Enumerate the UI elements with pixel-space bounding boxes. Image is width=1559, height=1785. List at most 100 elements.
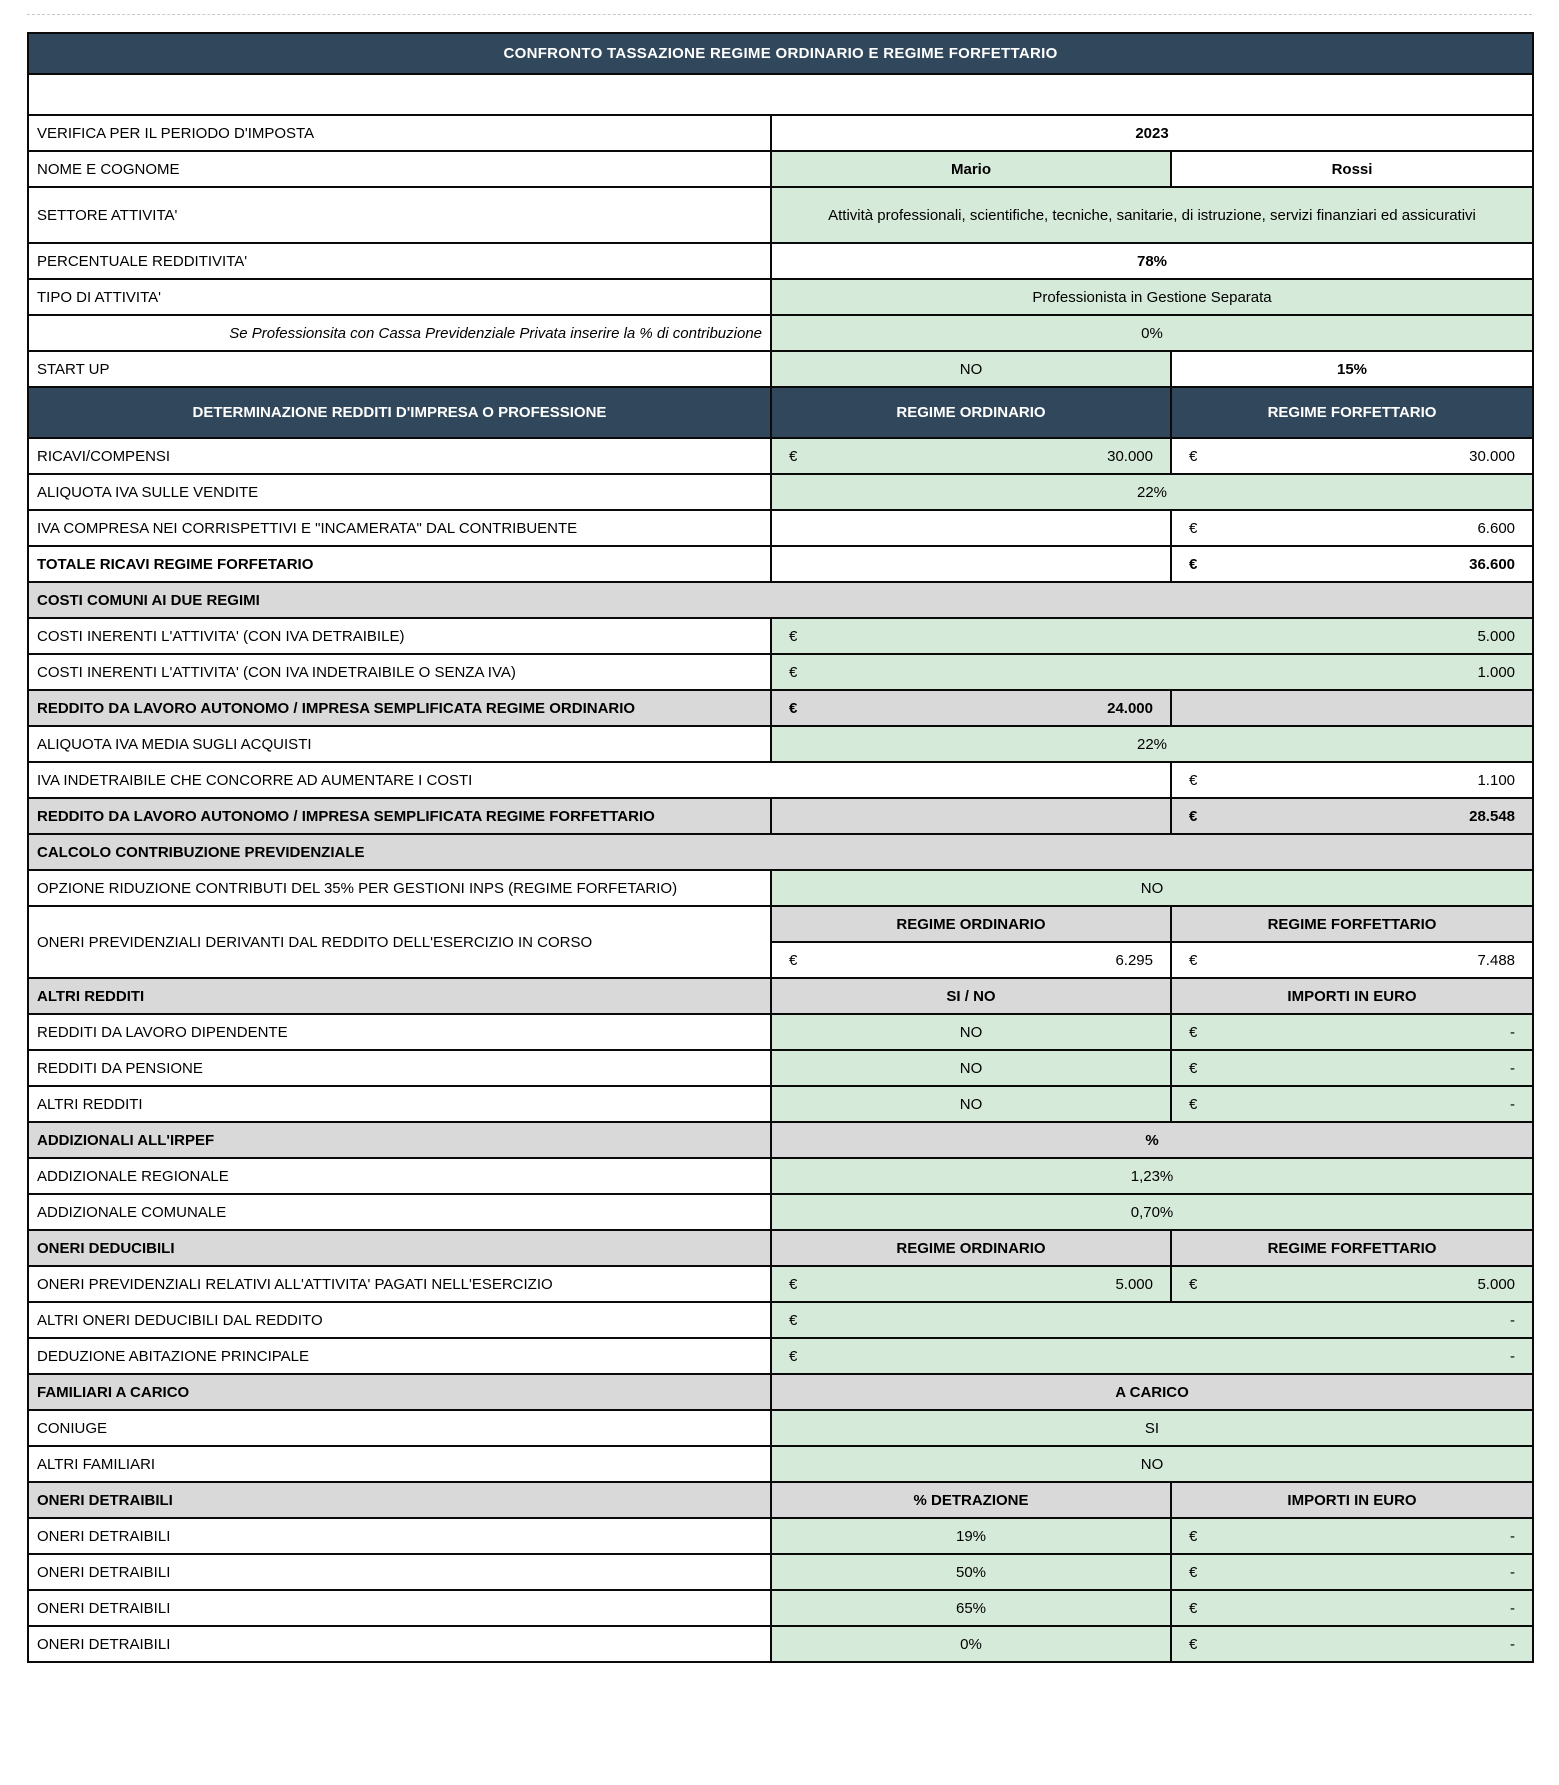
importi-euro-header: IMPORTI IN EURO (1169, 977, 1535, 1015)
row-aliquota-iva-vendite: ALIQUOTA IVA SULLE VENDITE 22% (27, 473, 1535, 511)
row-altri-familiari: ALTRI FAMILIARI NO (27, 1445, 1535, 1483)
ricavi-ordinario-input[interactable]: €30.000 (770, 437, 1172, 475)
oneri-detraibili-header: ONERI DETRAIBILI (27, 1481, 772, 1519)
row-settore-attivita: SETTORE ATTIVITA' Attività professionali… (27, 186, 1535, 244)
addizionale-comunale-label: ADDIZIONALE COMUNALE (27, 1193, 772, 1231)
altri-redditi-amount: - (1510, 1095, 1516, 1113)
altri-familiari-label: ALTRI FAMILIARI (27, 1445, 772, 1483)
altri-redditi-amount-input[interactable]: € - (1169, 1085, 1535, 1123)
reddito-ordinario-label: REDDITO DA LAVORO AUTONOMO / IMPRESA SEM… (27, 689, 772, 727)
totale-ricavi-label: TOTALE RICAVI REGIME FORFETARIO (27, 545, 772, 583)
percent-header: % (769, 1121, 1535, 1159)
reddito-ordinario-amount: 24.000 (1107, 699, 1153, 717)
startup-input[interactable]: NO (770, 350, 1172, 388)
oneri-detraibili-50-percent[interactable]: 50% (770, 1553, 1172, 1591)
iva-indetraibile-forfettario-value: €1.100 (1169, 761, 1535, 799)
oneri-detraibili-19-amount-input[interactable]: € - (1169, 1517, 1535, 1555)
row-percentuale-redditivita: PERCENTUALE REDDITIVITA' 78% (27, 242, 1535, 280)
euro-icon: € (1189, 771, 1198, 789)
row-determinazione-header: DETERMINAZIONE REDDITI D'IMPRESA O PROFE… (27, 386, 1535, 439)
row-tipo-attivita: TIPO DI ATTIVITA' Professionista in Gest… (27, 278, 1535, 316)
oneri-detraibili-50-amount-input[interactable]: € - (1169, 1553, 1535, 1591)
row-start-up: START UP NO 15% (27, 350, 1535, 388)
deduzione-abitazione-input[interactable]: € - (769, 1337, 1535, 1375)
coniuge-input[interactable]: SI (769, 1409, 1535, 1447)
aliquota-acquisti-input[interactable]: 22% (769, 725, 1535, 763)
oneri-detraibili-19-amount: - (1510, 1527, 1516, 1545)
oneri-detraibili-19-percent[interactable]: 19% (770, 1517, 1172, 1555)
redditi-pensione-flag-input[interactable]: NO (770, 1049, 1172, 1087)
oneri-detraibili-50-amount: - (1510, 1563, 1516, 1581)
opzione-riduzione-input[interactable]: NO (769, 869, 1535, 907)
row-cassa-previdenziale: Se Professionsita con Cassa Previdenzial… (27, 314, 1535, 352)
aliquota-vendite-input[interactable]: 22% (769, 473, 1535, 511)
oneri-pagati-ordinario-input[interactable]: €5.000 (770, 1265, 1172, 1303)
reddito-forfettario-value: €28.548 (1169, 797, 1535, 835)
row-iva-indetraibile-costi: IVA INDETRAIBILE CHE CONCORRE AD AUMENTA… (27, 761, 1535, 799)
row-redditi-lavoro-dipendente: REDDITI DA LAVORO DIPENDENTE NO € - (27, 1013, 1535, 1051)
spacer-cell (26, 73, 1535, 116)
oneri-detraibili-0-percent[interactable]: 0% (770, 1625, 1172, 1663)
redditivita-value: 78% (769, 242, 1535, 280)
settore-input[interactable]: Attività professionali, scientifiche, te… (769, 186, 1535, 244)
oneri-pagati-forfettario-amount: 5.000 (1477, 1275, 1516, 1293)
aliquota-acquisti-label: ALIQUOTA IVA MEDIA SUGLI ACQUISTI (27, 725, 772, 763)
row-nome-cognome: NOME E COGNOME Mario Rossi (27, 150, 1535, 188)
calcolo-contribuzione-header: CALCOLO CONTRIBUZIONE PREVIDENZIALE (26, 833, 1535, 871)
addizionale-regionale-input[interactable]: 1,23% (769, 1157, 1535, 1195)
opzione-riduzione-label: OPZIONE RIDUZIONE CONTRIBUTI DEL 35% PER… (27, 869, 772, 907)
oneri-prev-ordinario-value: €6.295 (770, 941, 1172, 979)
familiari-header: FAMILIARI A CARICO (27, 1373, 772, 1411)
ricavi-forfettario-value: €30.000 (1169, 437, 1535, 475)
nome-last-value: Rossi (1169, 150, 1535, 188)
costi-detraibile-input[interactable]: €5.000 (769, 617, 1535, 655)
cassa-input[interactable]: 0% (769, 314, 1535, 352)
oneri-prev-forfettario-amount: 7.488 (1477, 951, 1516, 969)
importi-euro-header: IMPORTI IN EURO (1169, 1481, 1535, 1519)
oneri-detraibili-0-amount-input[interactable]: € - (1169, 1625, 1535, 1663)
nome-first-input[interactable]: Mario (770, 150, 1172, 188)
oneri-prev-forfettario-header: REGIME FORFETTARIO (1169, 905, 1535, 943)
oneri-deducibili-header: ONERI DEDUCIBILI (27, 1229, 772, 1267)
oneri-previdenziali-label: ONERI PREVIDENZIALI DERIVANTI DAL REDDIT… (27, 905, 772, 979)
iva-compresa-label: IVA COMPRESA NEI CORRISPETTIVI E "INCAME… (27, 509, 772, 547)
costi-indetraibile-input[interactable]: €1.000 (769, 653, 1535, 691)
row-costi-iva-detraibile: COSTI INERENTI L'ATTIVITA' (CON IVA DETR… (27, 617, 1535, 655)
regime-forfettario-header: REGIME FORFETTARIO (1169, 386, 1535, 439)
oneri-detraibili-label: ONERI DETRAIBILI (27, 1517, 772, 1555)
addizionali-header: ADDIZIONALI ALL'IRPEF (27, 1121, 772, 1159)
aliquota-vendite-label: ALIQUOTA IVA SULLE VENDITE (27, 473, 772, 511)
oneri-detraibili-65-percent[interactable]: 65% (770, 1589, 1172, 1627)
altri-redditi-flag-input[interactable]: NO (770, 1085, 1172, 1123)
redditi-dipendente-label: REDDITI DA LAVORO DIPENDENTE (27, 1013, 772, 1051)
row-aliquota-iva-acquisti: ALIQUOTA IVA MEDIA SUGLI ACQUISTI 22% (27, 725, 1535, 763)
tipo-input[interactable]: Professionista in Gestione Separata (769, 278, 1535, 316)
row-redditi-pensione: REDDITI DA PENSIONE NO € - (27, 1049, 1535, 1087)
addizionale-comunale-input[interactable]: 0,70% (769, 1193, 1535, 1231)
row-oneri-detraibili-19: ONERI DETRAIBILI 19% € - (27, 1517, 1535, 1555)
euro-icon: € (1189, 555, 1198, 573)
tipo-label: TIPO DI ATTIVITA' (27, 278, 772, 316)
redditi-dipendente-flag-input[interactable]: NO (770, 1013, 1172, 1051)
altri-oneri-input[interactable]: € - (769, 1301, 1535, 1339)
determinazione-header: DETERMINAZIONE REDDITI D'IMPRESA O PROFE… (27, 386, 772, 439)
row-coniuge: CONIUGE SI (27, 1409, 1535, 1447)
oneri-prev-forfettario-value: €7.488 (1169, 941, 1535, 979)
redditi-pensione-label: REDDITI DA PENSIONE (27, 1049, 772, 1087)
row-familiari-header: FAMILIARI A CARICO A CARICO (27, 1373, 1535, 1411)
coniuge-label: CONIUGE (27, 1409, 772, 1447)
oneri-prev-ordinario-amount: 6.295 (1115, 951, 1153, 969)
detrazione-percent-header: % DETRAZIONE (770, 1481, 1172, 1519)
oneri-detraibili-65-amount: - (1510, 1599, 1516, 1617)
euro-icon: € (1189, 1095, 1198, 1113)
row-reddito-regime-forfettario: REDDITO DA LAVORO AUTONOMO / IMPRESA SEM… (27, 797, 1535, 835)
altri-familiari-input[interactable]: NO (769, 1445, 1535, 1483)
oneri-pagati-forfettario-input[interactable]: €5.000 (1169, 1265, 1535, 1303)
spacer-row (26, 73, 1535, 116)
row-deduzione-abitazione: DEDUZIONE ABITAZIONE PRINCIPALE € - (27, 1337, 1535, 1375)
redditi-dipendente-amount-input[interactable]: € - (1169, 1013, 1535, 1051)
reddito-forfettario-label: REDDITO DA LAVORO AUTONOMO / IMPRESA SEM… (27, 797, 772, 835)
redditi-pensione-amount-input[interactable]: € - (1169, 1049, 1535, 1087)
oneri-detraibili-65-amount-input[interactable]: € - (1169, 1589, 1535, 1627)
euro-icon: € (789, 447, 798, 465)
